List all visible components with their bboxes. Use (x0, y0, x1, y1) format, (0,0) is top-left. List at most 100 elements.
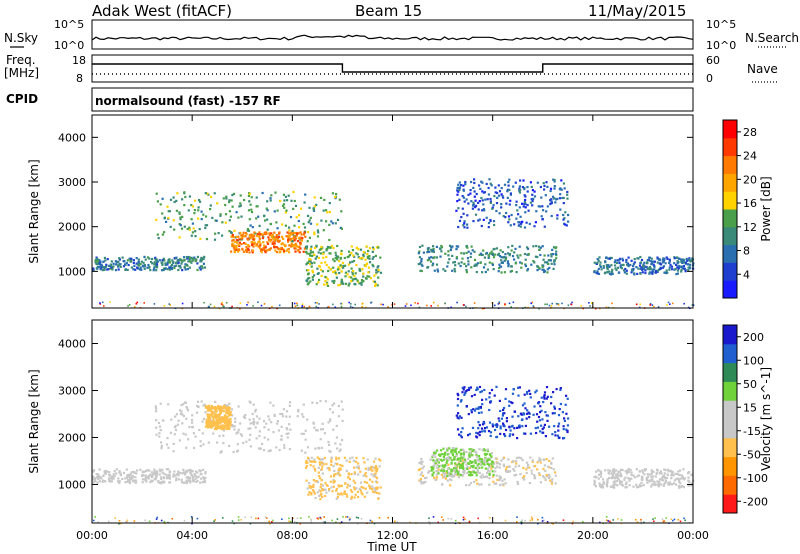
heatmap-cell (648, 266, 652, 269)
heatmap-cell (502, 256, 505, 259)
heatmap-cell (531, 459, 534, 462)
heatmap-cell (493, 394, 496, 397)
colorbar-segment (723, 120, 737, 139)
heatmap-cell (168, 475, 171, 479)
heatmap-cell (553, 412, 556, 415)
heatmap-cell (222, 517, 224, 519)
heatmap-cell (426, 251, 429, 254)
heatmap-cell (139, 262, 142, 266)
heatmap-cell (99, 268, 102, 271)
heatmap-cell (357, 495, 360, 499)
heatmap-cell (313, 231, 316, 234)
heatmap-cell (496, 465, 499, 468)
heatmap-cell (512, 388, 515, 391)
heatmap-cell (141, 481, 144, 484)
heatmap-cell (363, 473, 366, 476)
heatmap-cell (533, 190, 536, 193)
heatmap-cell (546, 268, 549, 271)
heatmap-cell (547, 473, 550, 476)
heatmap-cell (598, 256, 601, 259)
heatmap-cell (358, 257, 362, 260)
heatmap-cell (302, 233, 306, 236)
heatmap-cell (602, 478, 605, 481)
heatmap-cell (436, 458, 439, 461)
heatmap-cell (181, 269, 184, 272)
heatmap-cell (538, 457, 541, 460)
heatmap-cell (430, 256, 433, 259)
heatmap-cell (442, 268, 445, 271)
heatmap-cell (454, 462, 457, 465)
heatmap-cell (261, 248, 264, 251)
heatmap-cell (481, 271, 484, 274)
heatmap-cell (223, 414, 226, 417)
heatmap-cell (533, 405, 536, 408)
heatmap-cell (127, 473, 130, 477)
heatmap-cell (616, 484, 619, 487)
heatmap-cell (210, 424, 213, 427)
heatmap-cell (498, 475, 501, 478)
heatmap-cell (473, 190, 476, 193)
heatmap-cell (559, 193, 562, 196)
heatmap-cell (461, 391, 464, 394)
heatmap-cell (428, 250, 431, 253)
heatmap-cell (155, 410, 158, 413)
heatmap-cell (132, 268, 135, 271)
heatmap-cell (238, 205, 241, 208)
heatmap-cell (161, 419, 164, 422)
heatmap-cell (161, 233, 164, 236)
heatmap-cell (481, 398, 484, 401)
heatmap-cell (539, 253, 542, 257)
heatmap-cell (425, 476, 428, 479)
heatmap-cell (649, 302, 652, 305)
heatmap-cell (258, 417, 261, 420)
heatmap-cell (183, 258, 186, 262)
freq-panel-frame (91, 54, 694, 83)
heatmap-cell (648, 256, 651, 259)
heatmap-cell (332, 246, 335, 250)
heatmap-cell (491, 263, 494, 266)
heatmap-cell (492, 473, 495, 476)
heatmap-cell (328, 419, 332, 422)
heatmap-cell (481, 466, 484, 469)
heatmap-cell (295, 216, 298, 219)
heatmap-cell (417, 263, 420, 266)
heatmap-cell (294, 204, 298, 207)
heatmap-cell (672, 482, 675, 485)
heatmap-cell (179, 266, 182, 269)
heatmap-cell (441, 483, 444, 486)
heatmap-cell (277, 429, 280, 432)
heatmap-cell (508, 470, 511, 473)
heatmap-cell (478, 457, 482, 461)
heatmap-cell (222, 434, 225, 437)
heatmap-cell (330, 456, 333, 459)
heatmap-cell (606, 270, 609, 273)
heatmap-cell (143, 470, 146, 473)
heatmap-cell (94, 261, 97, 264)
heatmap-cell (249, 422, 252, 425)
colorbar-frame (722, 324, 738, 514)
heatmap-cell (225, 426, 228, 429)
heatmap-cell (288, 226, 291, 229)
heatmap-cell (92, 267, 95, 270)
y-tick-label: 4000 (58, 131, 86, 144)
heatmap-cell (504, 468, 507, 471)
heatmap-cell (151, 257, 154, 261)
heatmap-cell (482, 475, 485, 479)
heatmap-cell (439, 458, 442, 461)
heatmap-cell (463, 220, 466, 223)
heatmap-cell (520, 457, 523, 460)
heatmap-cell (664, 262, 667, 265)
heatmap-cell (365, 245, 368, 248)
heatmap-cell (257, 232, 260, 236)
heatmap-cell (374, 489, 377, 492)
heatmap-cell (515, 473, 518, 476)
heatmap-cell (239, 231, 242, 234)
heatmap-cell (101, 265, 104, 268)
heatmap-cell (336, 268, 339, 271)
heatmap-cell (226, 418, 229, 421)
heatmap-cell (198, 200, 202, 203)
heatmap-cell (125, 261, 128, 265)
heatmap-cell (257, 517, 260, 520)
heatmap-cell (369, 468, 372, 471)
heatmap-cell (531, 204, 534, 207)
